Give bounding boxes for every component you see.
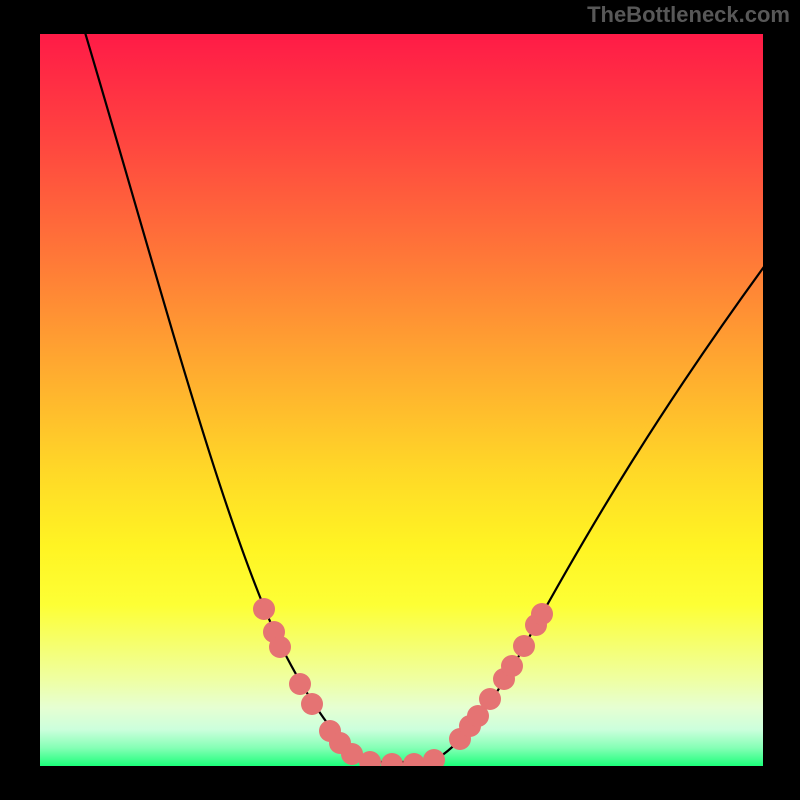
marker-dot — [403, 753, 425, 766]
marker-dot — [289, 673, 311, 695]
marker-dot — [531, 603, 553, 625]
plot-area — [40, 34, 763, 766]
left-curve — [84, 34, 370, 762]
marker-dot — [381, 753, 403, 766]
marker-dot — [253, 598, 275, 620]
marker-dot — [479, 688, 501, 710]
chart-container: TheBottleneck.com — [0, 0, 800, 800]
marker-dot — [423, 749, 445, 766]
right-curve — [430, 214, 763, 762]
curve-layer — [40, 34, 763, 766]
marker-dot — [513, 635, 535, 657]
marker-dot — [269, 636, 291, 658]
watermark-text: TheBottleneck.com — [587, 2, 790, 28]
marker-dot — [501, 655, 523, 677]
marker-dot — [301, 693, 323, 715]
